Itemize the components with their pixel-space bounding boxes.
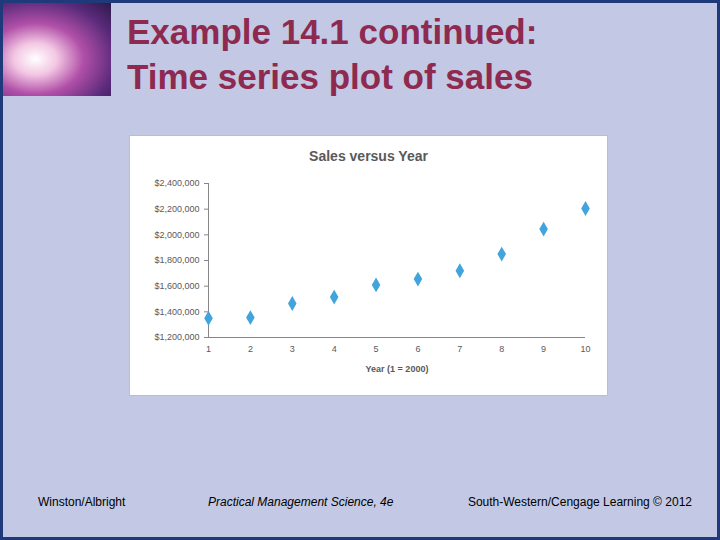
svg-text:4: 4 xyxy=(332,344,337,354)
html-text:Example 14.1 continued:: Example 14.1 continued: xyxy=(127,12,538,51)
svg-text:7: 7 xyxy=(457,344,462,354)
svg-text:10: 10 xyxy=(580,344,590,354)
svg-text:3: 3 xyxy=(290,344,295,354)
svg-text:Year (1 = 2000): Year (1 = 2000) xyxy=(366,364,429,374)
html-text:Practical Management Science,: Practical Management Science, 4e xyxy=(208,495,394,509)
html-text:Sales versus Year: Sales versus Year xyxy=(309,148,428,164)
svg-text:$2,400,000: $2,400,000 xyxy=(154,178,199,188)
svg-text:5: 5 xyxy=(374,344,379,354)
html-text:South-Western/Cengage Learning: South-Western/Cengage Learning © 2012 xyxy=(467,495,692,509)
html-text:Time series plot of sales: Time series plot of sales xyxy=(127,57,533,96)
svg-text:9: 9 xyxy=(541,344,546,354)
svg-text:2: 2 xyxy=(248,344,253,354)
svg-text:$1,800,000: $1,800,000 xyxy=(154,255,199,265)
html-text:Winston/Albright: Winston/Albright xyxy=(38,495,126,509)
svg-text:$2,200,000: $2,200,000 xyxy=(154,204,199,214)
svg-text:8: 8 xyxy=(499,344,504,354)
svg-text:$1,600,000: $1,600,000 xyxy=(154,281,199,291)
svg-text:$1,400,000: $1,400,000 xyxy=(154,307,199,317)
svg-text:6: 6 xyxy=(415,344,420,354)
svg-text:1: 1 xyxy=(206,344,211,354)
svg-text:$2,000,000: $2,000,000 xyxy=(154,230,199,240)
svg-text:$1,200,000: $1,200,000 xyxy=(154,332,199,342)
